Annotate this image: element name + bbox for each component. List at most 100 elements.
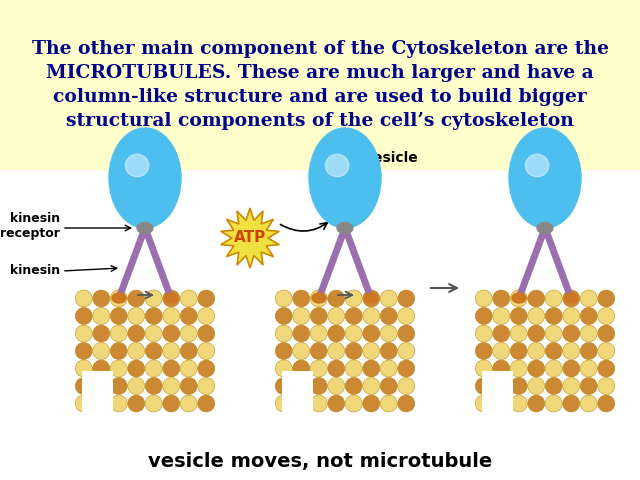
- Bar: [0, 170, 640, 480]
- Ellipse shape: [275, 308, 292, 324]
- Ellipse shape: [380, 325, 397, 342]
- Ellipse shape: [292, 377, 310, 395]
- Ellipse shape: [110, 325, 127, 342]
- Polygon shape: [221, 208, 279, 268]
- Ellipse shape: [275, 290, 292, 307]
- Ellipse shape: [510, 325, 527, 342]
- Ellipse shape: [76, 308, 92, 324]
- Ellipse shape: [93, 360, 109, 377]
- Ellipse shape: [93, 377, 109, 395]
- Ellipse shape: [128, 377, 145, 395]
- Ellipse shape: [363, 377, 380, 395]
- Ellipse shape: [163, 343, 180, 360]
- Ellipse shape: [363, 325, 380, 342]
- Ellipse shape: [163, 290, 180, 307]
- Ellipse shape: [292, 325, 310, 342]
- Ellipse shape: [145, 290, 163, 307]
- Ellipse shape: [545, 360, 563, 377]
- Ellipse shape: [580, 343, 597, 360]
- Ellipse shape: [93, 343, 109, 360]
- Text: vesicle: vesicle: [365, 151, 419, 165]
- Ellipse shape: [310, 308, 327, 324]
- Ellipse shape: [598, 290, 615, 307]
- Ellipse shape: [598, 395, 615, 412]
- Ellipse shape: [163, 308, 180, 324]
- Ellipse shape: [397, 395, 415, 412]
- Ellipse shape: [345, 308, 362, 324]
- Ellipse shape: [310, 377, 327, 395]
- Ellipse shape: [397, 343, 415, 360]
- Ellipse shape: [345, 360, 362, 377]
- Ellipse shape: [275, 395, 292, 412]
- Text: kinesin: kinesin: [10, 264, 60, 277]
- Ellipse shape: [110, 308, 127, 324]
- Ellipse shape: [128, 325, 145, 342]
- Ellipse shape: [563, 325, 580, 342]
- Ellipse shape: [128, 290, 145, 307]
- Ellipse shape: [493, 343, 509, 360]
- Ellipse shape: [198, 360, 215, 377]
- Bar: [282, 371, 313, 424]
- Ellipse shape: [76, 395, 92, 412]
- Ellipse shape: [345, 395, 362, 412]
- Ellipse shape: [545, 395, 563, 412]
- Ellipse shape: [309, 128, 381, 228]
- Ellipse shape: [563, 290, 580, 307]
- Ellipse shape: [476, 377, 492, 395]
- Ellipse shape: [563, 343, 580, 360]
- Ellipse shape: [363, 343, 380, 360]
- Ellipse shape: [598, 377, 615, 395]
- Ellipse shape: [598, 360, 615, 377]
- Ellipse shape: [363, 290, 380, 307]
- Ellipse shape: [312, 293, 326, 303]
- Ellipse shape: [380, 377, 397, 395]
- Ellipse shape: [328, 290, 345, 307]
- Ellipse shape: [476, 308, 492, 324]
- Ellipse shape: [110, 290, 127, 307]
- Ellipse shape: [198, 325, 215, 342]
- Ellipse shape: [180, 377, 197, 395]
- Ellipse shape: [528, 343, 545, 360]
- Ellipse shape: [580, 325, 597, 342]
- Ellipse shape: [528, 360, 545, 377]
- Ellipse shape: [545, 377, 563, 395]
- Ellipse shape: [292, 360, 310, 377]
- Text: vesicle moves, not microtubule: vesicle moves, not microtubule: [148, 453, 492, 471]
- Ellipse shape: [598, 308, 615, 324]
- Ellipse shape: [580, 290, 597, 307]
- Ellipse shape: [163, 325, 180, 342]
- Ellipse shape: [328, 377, 345, 395]
- Ellipse shape: [476, 290, 492, 307]
- Ellipse shape: [476, 360, 492, 377]
- Ellipse shape: [163, 395, 180, 412]
- Ellipse shape: [145, 377, 163, 395]
- Ellipse shape: [328, 360, 345, 377]
- Ellipse shape: [510, 395, 527, 412]
- Ellipse shape: [180, 395, 197, 412]
- Ellipse shape: [292, 343, 310, 360]
- Ellipse shape: [545, 343, 563, 360]
- Ellipse shape: [380, 360, 397, 377]
- Ellipse shape: [345, 325, 362, 342]
- Ellipse shape: [275, 325, 292, 342]
- Ellipse shape: [328, 325, 345, 342]
- Ellipse shape: [112, 293, 126, 303]
- Ellipse shape: [128, 395, 145, 412]
- Ellipse shape: [580, 377, 597, 395]
- Bar: [82, 371, 113, 424]
- Ellipse shape: [493, 395, 509, 412]
- Ellipse shape: [476, 395, 492, 412]
- Ellipse shape: [325, 154, 349, 177]
- Ellipse shape: [528, 377, 545, 395]
- Ellipse shape: [510, 360, 527, 377]
- Ellipse shape: [76, 290, 92, 307]
- Ellipse shape: [328, 343, 345, 360]
- Ellipse shape: [598, 325, 615, 342]
- Ellipse shape: [128, 360, 145, 377]
- Ellipse shape: [145, 343, 163, 360]
- Ellipse shape: [110, 377, 127, 395]
- Ellipse shape: [292, 290, 310, 307]
- Ellipse shape: [493, 377, 509, 395]
- Ellipse shape: [180, 290, 197, 307]
- Ellipse shape: [580, 395, 597, 412]
